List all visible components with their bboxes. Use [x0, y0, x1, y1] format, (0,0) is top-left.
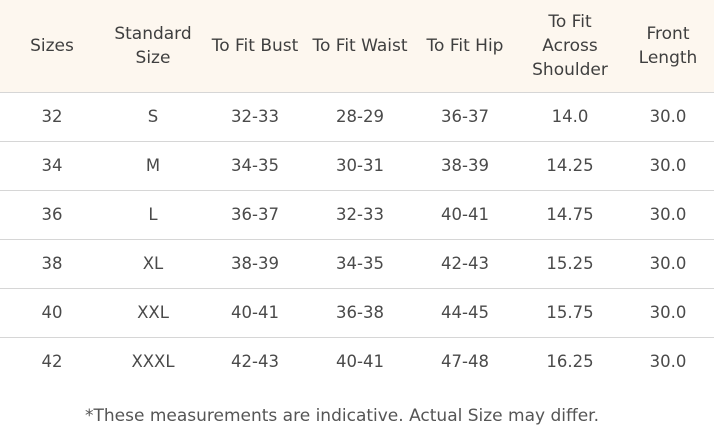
- cell-front-length: 30.0: [622, 239, 714, 289]
- table-row: 42 XXXL 42-43 40-41 47-48 16.25 30.0: [0, 337, 714, 386]
- cell-shoulder: 15.25: [518, 239, 622, 289]
- cell-size: 40: [0, 288, 104, 338]
- table-row: 36 L 36-37 32-33 40-41 14.75 30.0: [0, 190, 714, 240]
- cell-bust: 42-43: [231, 352, 279, 371]
- cell-size: 38: [0, 239, 104, 289]
- cell-front-length: 30.0: [622, 92, 714, 142]
- size-chart-header: Sizes Standard Size To Fit Bust To Fit W…: [0, 0, 714, 93]
- size-chart-body: 32 S 32-33 28-29 36-37 14.0 30.0 34 M 34…: [0, 92, 714, 386]
- cell-size: 32: [0, 92, 104, 142]
- table-row: 34 M 34-35 30-31 38-39 14.25 30.0: [0, 141, 714, 191]
- cell-waist: 34-35: [308, 239, 412, 289]
- cell-waist: 32-33: [308, 190, 412, 240]
- cell-front-length: 30.0: [649, 352, 687, 371]
- header-shoulder: To Fit Across Shoulder: [518, 0, 622, 93]
- cell-shoulder: 14.0: [518, 92, 622, 142]
- cell-hip: 38-39: [412, 141, 518, 191]
- header-front-length: Front Length: [622, 0, 714, 93]
- header-standard-size: Standard Size: [104, 0, 202, 93]
- measurement-disclaimer: *These measurements are indicative. Actu…: [84, 406, 599, 426]
- cell-standard-size: XXXL: [131, 352, 175, 371]
- cell-hip: 40-41: [412, 190, 518, 240]
- cell-hip: 42-43: [412, 239, 518, 289]
- header-waist: To Fit Waist: [308, 0, 412, 93]
- cell-waist: 28-29: [308, 92, 412, 142]
- cell-waist: 36-38: [308, 288, 412, 338]
- cell-standard-size: XL: [104, 239, 202, 289]
- header-hip: To Fit Hip: [412, 0, 518, 93]
- cell-size: 42: [41, 352, 63, 371]
- cell-standard-size: M: [104, 141, 202, 191]
- cell-standard-size: S: [104, 92, 202, 142]
- table-row: 32 S 32-33 28-29 36-37 14.0 30.0: [0, 92, 714, 142]
- cell-shoulder: 16.25: [546, 352, 594, 371]
- cell-waist: 30-31: [308, 141, 412, 191]
- cell-front-length: 30.0: [622, 141, 714, 191]
- cell-front-length: 30.0: [622, 190, 714, 240]
- cell-shoulder: 14.75: [518, 190, 622, 240]
- size-chart-table: Sizes Standard Size To Fit Bust To Fit W…: [0, 0, 714, 386]
- cell-size: 34: [0, 141, 104, 191]
- cell-shoulder: 14.25: [518, 141, 622, 191]
- table-row: 38 XL 38-39 34-35 42-43 15.25 30.0: [0, 239, 714, 289]
- cell-bust: 38-39: [202, 239, 308, 289]
- cell-standard-size: XXL: [104, 288, 202, 338]
- cell-bust: 40-41: [202, 288, 308, 338]
- cell-hip: 36-37: [412, 92, 518, 142]
- header-bust: To Fit Bust: [202, 0, 308, 93]
- cell-front-length: 30.0: [622, 288, 714, 338]
- header-row: Sizes Standard Size To Fit Bust To Fit W…: [0, 0, 714, 93]
- header-sizes: Sizes: [0, 0, 104, 93]
- cell-size: 36: [0, 190, 104, 240]
- cell-bust: 32-33: [202, 92, 308, 142]
- cell-standard-size: L: [104, 190, 202, 240]
- cell-bust: 34-35: [202, 141, 308, 191]
- cell-waist: 40-41: [336, 352, 384, 371]
- cell-hip: 47-48: [441, 352, 489, 371]
- table-row: 40 XXL 40-41 36-38 44-45 15.75 30.0: [0, 288, 714, 338]
- cell-hip: 44-45: [412, 288, 518, 338]
- cell-shoulder: 15.75: [518, 288, 622, 338]
- cell-bust: 36-37: [202, 190, 308, 240]
